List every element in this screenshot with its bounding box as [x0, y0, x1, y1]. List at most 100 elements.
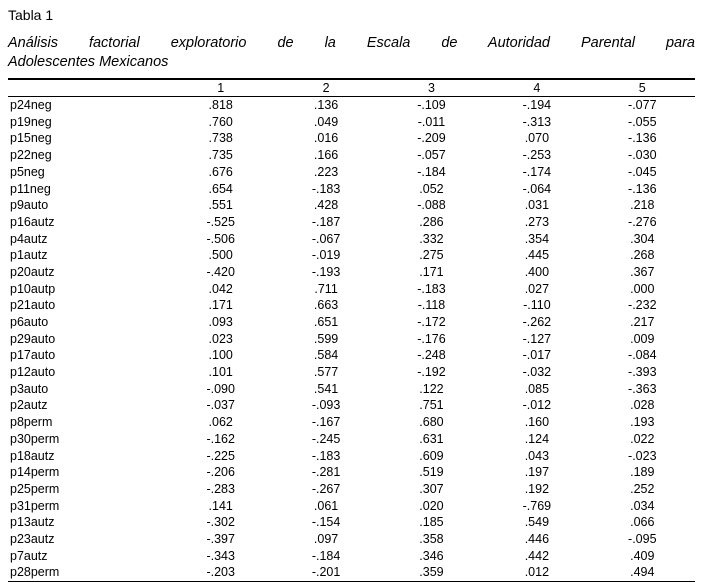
factor-loading-value: .049 — [313, 114, 339, 129]
factor-loading-value: .197 — [524, 465, 550, 480]
factor-loading-value: -.283 — [206, 481, 235, 496]
factor-loading-value: .346 — [419, 548, 444, 563]
factor-loading-value: .160 — [524, 415, 550, 430]
table-row: p9auto .551 .428 -.088 .031 .218 — [8, 197, 695, 214]
factor-loading-value: .100 — [208, 348, 233, 363]
factor-loading-value: -.506 — [206, 231, 235, 246]
factor-loading-value: .654 — [208, 181, 233, 196]
item-row-label: p6auto — [10, 315, 49, 330]
factor-loading-value: .028 — [630, 398, 655, 413]
factor-loading-value: .022 — [630, 431, 655, 446]
table-caption-line-2: Adolescentes Mexicanos — [8, 53, 169, 70]
factor-loading-value: .609 — [419, 448, 444, 463]
factor-loading-value: .354 — [524, 231, 550, 246]
factor-loading-value: -.420 — [206, 264, 235, 279]
table-row: p5neg .676 .223 -.184 -.174 -.045 — [8, 164, 695, 181]
factor-loading-value: .500 — [208, 248, 233, 263]
table-caption: Análisis factorial exploratorio de la Es… — [8, 34, 695, 71]
item-row-label: p15neg — [10, 131, 52, 146]
factor-loading-value: -.262 — [522, 315, 552, 330]
factor-loading-value: -.090 — [206, 381, 235, 396]
table-row: p11neg .654 -.183 .052 -.064 -.136 — [8, 180, 695, 197]
factor-loading-value: .494 — [630, 565, 655, 580]
factor-loading-value: -.093 — [311, 398, 341, 413]
table-row: p6auto .093 .651 -.172 -.262 .217 — [8, 314, 695, 331]
item-row-label: p21auto — [10, 298, 56, 313]
factor-loading-value: .093 — [208, 315, 233, 330]
factor-loading-value: .218 — [630, 198, 655, 213]
factor-loading-value: .171 — [208, 298, 233, 313]
factor-loading-value: .034 — [630, 498, 655, 513]
factor-loading-value: .275 — [419, 248, 444, 263]
table-row: p7autz -.343 -.184 .346 .442 .409 — [8, 548, 695, 565]
factor-loading-value: .631 — [419, 431, 444, 446]
factor-loading-value: -.201 — [311, 565, 341, 580]
factor-loading-value: -.084 — [628, 348, 657, 363]
factor-loading-value: -.525 — [206, 214, 235, 229]
factor-loading-value: -.183 — [417, 281, 446, 296]
factor-loading-value: -.162 — [206, 431, 235, 446]
factor-loading-value: .304 — [630, 231, 655, 246]
factor-loading-value: -.184 — [311, 548, 341, 563]
item-row-label: p12auto — [10, 365, 56, 380]
item-row-label: p19neg — [10, 114, 52, 129]
item-row-label: p14perm — [10, 465, 60, 480]
factor-loading-value: .286 — [419, 214, 444, 229]
factor-loading-value: .428 — [313, 198, 339, 213]
factor-loading-value: -.057 — [417, 148, 446, 163]
factor-loading-value: .735 — [208, 148, 233, 163]
factor-loading-value: -.136 — [628, 131, 657, 146]
factor-loading-value: .012 — [524, 565, 550, 580]
table-row: p21auto .171 .663 -.118 -.110 -.232 — [8, 297, 695, 314]
factor-loading-value: .367 — [630, 264, 655, 279]
factor-loading-value: .268 — [630, 248, 655, 263]
factor-loading-value: -.064 — [522, 181, 552, 196]
table-row: p28perm -.203 -.201 .359 .012 .494 — [8, 564, 695, 581]
table-number-title: Tabla 1 — [8, 7, 54, 23]
factor-loading-value: .599 — [313, 331, 339, 346]
factor-loading-value: .020 — [419, 498, 444, 513]
factor-loading-value: .400 — [524, 264, 550, 279]
factor-loading-value: .818 — [208, 98, 233, 113]
table-row: p23autz -.397 .097 .358 .446 -.095 — [8, 531, 695, 548]
factor-loading-value: .519 — [419, 465, 444, 480]
table-row: p20autz -.420 -.193 .171 .400 .367 — [8, 264, 695, 281]
item-row-label: p4autz — [10, 231, 48, 246]
factor-loading-value: .136 — [313, 98, 339, 113]
factor-loading-value: .307 — [419, 481, 444, 496]
factor-loading-value: .052 — [419, 181, 444, 196]
item-row-label: p22neg — [10, 148, 52, 163]
item-row-label: p1autz — [10, 248, 48, 263]
factor-loading-value: -.343 — [206, 548, 235, 563]
factor-loading-value: .192 — [524, 481, 550, 496]
factor-loading-value: -.154 — [311, 515, 341, 530]
factor-loading-value: .193 — [630, 415, 655, 430]
factor-loading-value: .651 — [313, 315, 339, 330]
factor-loading-value: -.313 — [522, 114, 552, 129]
item-row-label: p13autz — [10, 515, 55, 530]
column-header-row: 1 2 3 4 5 — [8, 79, 695, 97]
table-body: p24neg .818 .136 -.109 -.194 -.077 p19neg .760.… — [8, 97, 695, 582]
factor-loading-value: -.095 — [628, 531, 657, 546]
factor-loading-value: .042 — [208, 281, 233, 296]
factor-loading-value: -.769 — [522, 498, 552, 513]
item-row-label: p20autz — [10, 264, 55, 279]
factor-loading-value: -.194 — [522, 98, 552, 113]
factor-loading-value: -.203 — [206, 565, 235, 580]
factor-loading-value: .445 — [524, 248, 550, 263]
factor-loading-value: -.187 — [311, 214, 341, 229]
factor-loading-value: .584 — [313, 348, 339, 363]
factor-loading-value: .062 — [208, 415, 233, 430]
factor-loading-value: .332 — [419, 231, 444, 246]
factor-loading-value: -.011 — [417, 114, 446, 129]
factor-loading-value: .760 — [208, 114, 233, 129]
item-row-label: p30perm — [10, 431, 60, 446]
item-row-label: p5neg — [10, 164, 45, 179]
item-row-label: p29auto — [10, 331, 56, 346]
item-row-label: p24neg — [10, 98, 52, 113]
item-row-label: p23autz — [10, 531, 55, 546]
factor-loading-value: .185 — [419, 515, 444, 530]
factor-loading-value: -.192 — [417, 365, 446, 380]
table-row: p18autz -.225 -.183 .609 .043 -.023 — [8, 447, 695, 464]
